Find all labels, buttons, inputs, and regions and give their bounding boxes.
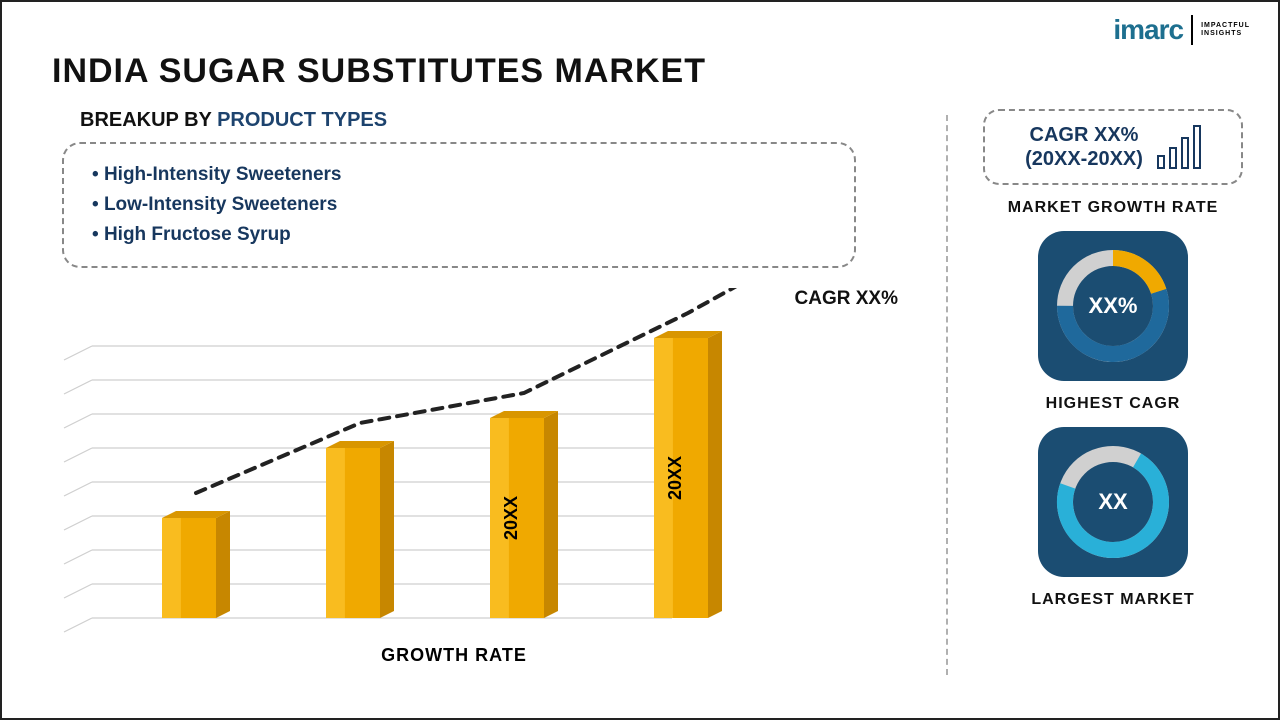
mini-bar-chart-icon <box>1157 125 1201 169</box>
logo-tagline: IMPACTFUL INSIGHTS <box>1201 22 1250 37</box>
breakup-heading: BREAKUP BY PRODUCT TYPES <box>80 109 916 132</box>
breakup-highlight: PRODUCT TYPES <box>217 109 387 131</box>
right-column: CAGR XX% (20XX-20XX) MARKET GROWTH RATE … <box>948 109 1248 689</box>
cagr-summary-text: CAGR XX% (20XX-20XX) <box>1025 123 1143 171</box>
logo-text: imarc <box>1113 14 1183 46</box>
largest-market-label: LARGEST MARKET <box>1031 591 1194 609</box>
breakup-prefix: BREAKUP BY <box>80 109 217 131</box>
largest-market-value: XX <box>1098 489 1127 515</box>
bar-chart-svg: 20XX 20XX <box>52 288 752 648</box>
brand-logo: imarc IMPACTFUL INSIGHTS <box>1113 14 1250 46</box>
content-row: BREAKUP BY PRODUCT TYPES High-Intensity … <box>52 109 1248 689</box>
left-column: BREAKUP BY PRODUCT TYPES High-Intensity … <box>52 109 946 689</box>
growth-chart: CAGR XX% 20XX20XX GROWTH RATE <box>52 288 916 689</box>
infographic-frame: imarc IMPACTFUL INSIGHTS INDIA SUGAR SUB… <box>0 0 1280 720</box>
cagr-annotation: CAGR XX% <box>795 288 898 310</box>
list-item: High-Intensity Sweeteners <box>92 160 826 190</box>
highest-cagr-value: XX% <box>1089 293 1138 319</box>
product-types-list: High-Intensity Sweeteners Low-Intensity … <box>92 160 826 250</box>
page-title: INDIA SUGAR SUBSTITUTES MARKET <box>52 52 1248 91</box>
svg-text:20XX: 20XX <box>665 456 685 500</box>
growth-rate-label: MARKET GROWTH RATE <box>1008 199 1219 217</box>
list-item: Low-Intensity Sweeteners <box>92 190 826 220</box>
highest-cagr-tile: XX% <box>1038 231 1188 381</box>
chart-x-label: GROWTH RATE <box>0 645 916 666</box>
product-types-box: High-Intensity Sweeteners Low-Intensity … <box>62 142 856 268</box>
cagr-summary-box: CAGR XX% (20XX-20XX) <box>983 109 1243 185</box>
largest-market-tile: XX <box>1038 427 1188 577</box>
svg-text:20XX: 20XX <box>501 496 521 540</box>
highest-cagr-label: HIGHEST CAGR <box>1046 395 1181 413</box>
list-item: High Fructose Syrup <box>92 220 826 250</box>
logo-divider <box>1191 15 1193 45</box>
